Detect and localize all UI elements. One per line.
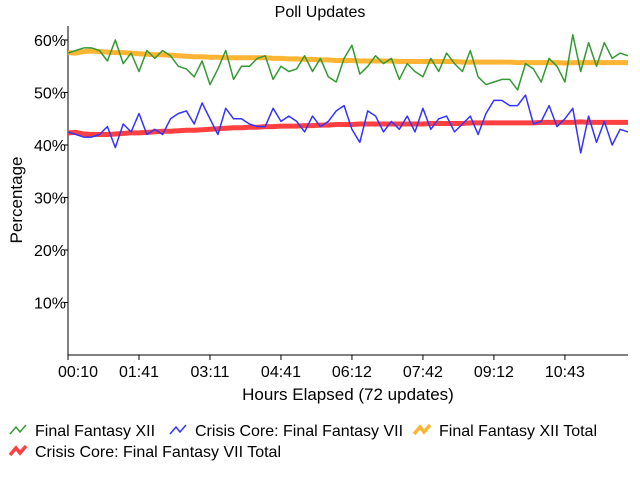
x-tick-label: 09:12	[474, 364, 514, 381]
y-tick-label: 40%	[34, 138, 66, 155]
legend-swatch-icon	[8, 444, 28, 457]
chart-title: Poll Updates	[275, 4, 366, 21]
legend-swatch-icon	[169, 424, 187, 435]
legend-label: Crisis Core: Final Fantasy VII	[195, 423, 403, 440]
x-tick-label: 06:12	[332, 364, 372, 381]
series-line-0	[67, 34, 629, 91]
legend-swatch-icon	[9, 424, 27, 435]
x-tick-label: 04:41	[261, 364, 301, 381]
y-tick-label: 20%	[34, 243, 66, 260]
series-line-1	[67, 94, 629, 154]
y-axis-label: Percentage	[7, 157, 26, 244]
x-tick-label: 01:41	[119, 364, 159, 381]
x-tick-label: 07:42	[403, 364, 443, 381]
series-line-2	[67, 48, 628, 66]
legend-label: Crisis Core: Final Fantasy VII Total	[35, 444, 281, 461]
x-tick-label: 00:10	[58, 364, 98, 381]
y-tick-label: 30%	[34, 191, 66, 208]
series-line-3	[67, 119, 628, 137]
legend-label: Final Fantasy XII Total	[439, 423, 597, 440]
y-tick-label: 10%	[34, 296, 66, 313]
x-tick-label: 10:43	[545, 364, 585, 381]
y-tick-label: 50%	[34, 86, 66, 103]
legend-swatch-icon	[412, 423, 432, 436]
x-axis-label: Hours Elapsed (72 updates)	[242, 385, 454, 404]
y-tick-label: 60%	[34, 33, 66, 50]
x-tick-label: 03:11	[191, 364, 230, 381]
legend-label: Final Fantasy XII	[35, 423, 155, 440]
